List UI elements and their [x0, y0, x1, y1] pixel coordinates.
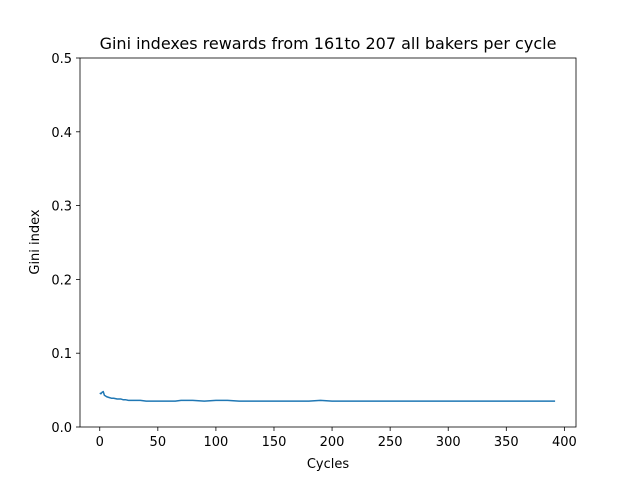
x-tick-label: 300: [436, 435, 461, 450]
x-tick-label: 100: [203, 435, 228, 450]
y-tick-label: 0.3: [51, 200, 72, 215]
plot-area: 0 50 100 150 200 250 300 350 400 0.0 0.1 0.2 0.3 0.4 0…: [51, 52, 576, 450]
y-tick-label: 0.4: [51, 126, 72, 141]
x-tick-label: 150: [262, 435, 287, 450]
x-tick-label: 250: [378, 435, 403, 450]
y-tick-label: 0.2: [51, 273, 72, 288]
x-tick-label: 200: [320, 435, 345, 450]
chart-title: Gini indexes rewards from 161to 207 all …: [100, 34, 557, 53]
y-tick-label: 0.1: [51, 347, 72, 362]
x-tick-label: 0: [96, 435, 104, 450]
series-line-0: [99, 390, 556, 402]
x-axis-label: Cycles: [307, 457, 350, 472]
x-tick-label: 400: [552, 435, 577, 450]
y-tick-label: 0.0: [51, 421, 72, 436]
y-tick-label: 0.5: [51, 52, 72, 67]
x-tick-label: 350: [494, 435, 519, 450]
x-tick-label: 50: [150, 435, 167, 450]
axes-frame: [79, 57, 577, 428]
y-axis-label: Gini index: [28, 209, 43, 275]
